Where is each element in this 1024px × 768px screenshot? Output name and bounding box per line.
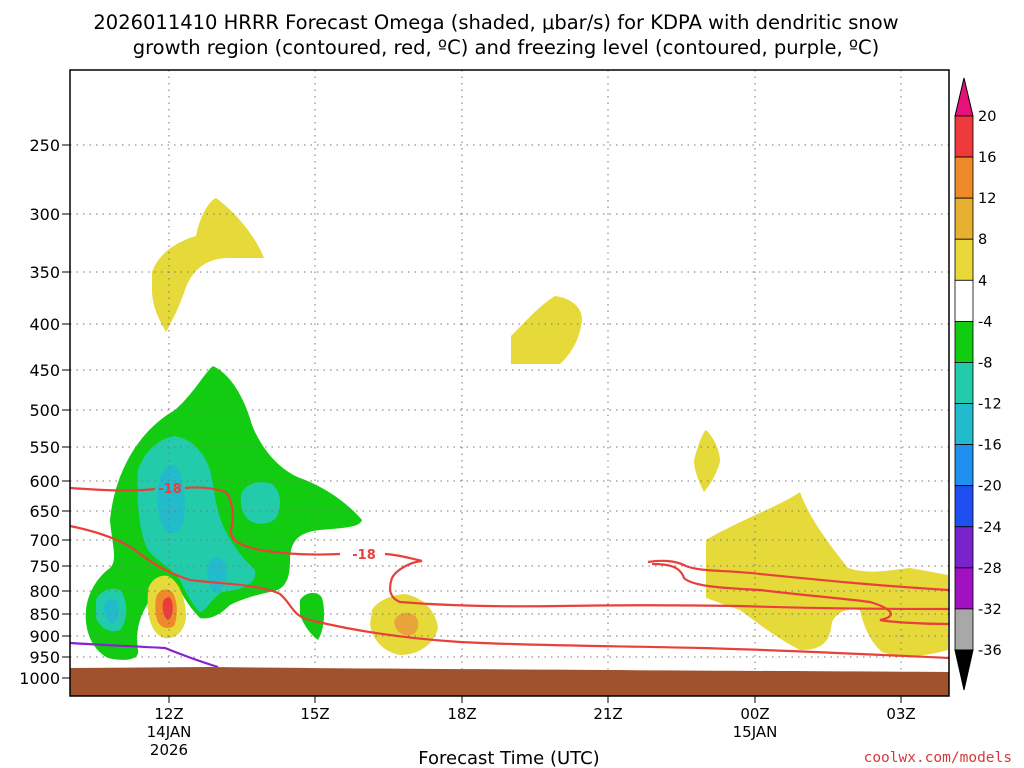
y-label-250: 250 [29,136,60,155]
chart-title-line2: growth region (contoured, red, ºC) and f… [133,36,880,59]
x-label-15z: 15Z [300,705,329,723]
colorbar-box-6 [954,362,974,404]
y-label-400: 400 [29,315,60,334]
colorbar-label-1: 16 [978,150,996,166]
colorbar-box-3 [954,238,974,281]
y-label-550: 550 [29,438,60,457]
y-label-500: 500 [29,401,60,420]
colorbar-label-3: 8 [978,232,987,248]
y-label-1000: 1000 [19,669,60,688]
omega-shading [85,198,948,660]
y-label-850: 850 [29,605,60,624]
colorbar-labels: 20 16 12 8 4 -4 -8 -12 -16 -20 -24 -28 -32 -36 [978,109,1002,659]
y-label-350: 350 [29,263,60,282]
y-label-450: 450 [29,361,60,380]
colorbar-label-5: -4 [978,314,992,330]
colorbar-bottom-arrow [954,649,974,691]
plot-frame [69,69,950,697]
colorbar-box-0 [954,115,974,158]
colorbar: 20 16 12 8 4 -4 -8 -12 -16 -20 -24 -28 -32 -36 [954,77,1002,691]
colorbar-boxes [954,115,974,651]
colorbar-label-8: -16 [978,438,1002,454]
colorbar-label-12: -32 [978,602,1002,618]
y-axis: 250 300 350 400 450 500 550 600 650 700 … [19,136,70,688]
colorbar-box-10 [954,526,974,569]
x-axis-title: Forecast Time (UTC) [418,748,599,768]
omega-yellow-region-small [694,430,720,492]
y-label-750: 750 [29,557,60,576]
omega-teal-region-right [240,482,281,524]
x-label-21z: 21Z [593,705,622,723]
dendritic-contours [69,486,950,660]
omega-green-region-small [300,592,325,640]
contour-label-1: -18 [158,482,182,497]
y-label-900: 900 [29,627,60,646]
colorbar-label-13: -36 [978,643,1002,659]
credit-text: coolwx.com/models [864,750,1012,766]
contour-right [647,559,950,626]
y-label-650: 650 [29,502,60,521]
x-sublabel-2026: 2026 [150,741,188,759]
y-label-700: 700 [29,531,60,550]
colorbar-box-11 [954,567,974,610]
colorbar-label-9: -20 [978,479,1002,495]
x-label-03z: 03Z [886,705,915,723]
colorbar-label-11: -28 [978,561,1002,577]
colorbar-box-9 [954,485,974,528]
contour-lower [69,524,950,660]
plot-area: -18 -18 [69,69,950,697]
colorbar-label-7: -12 [978,397,1002,413]
colorbar-box-12 [954,608,974,651]
omega-cyan-core-upper [157,464,185,533]
y-label-950: 950 [29,648,60,667]
omega-yellow-region-mid [511,296,582,364]
omega-yellow-region-right [706,492,948,657]
colorbar-top-arrow [954,77,974,117]
contour-label-2: -18 [352,548,376,563]
y-label-300: 300 [29,205,60,224]
colorbar-box-1 [954,156,974,199]
colorbar-box-5 [954,320,974,363]
x-label-00z: 00Z [740,705,769,723]
x-label-12z: 12Z [154,705,183,723]
x-sublabel-14jan: 14JAN [147,723,192,741]
x-label-18z: 18Z [447,705,476,723]
y-label-800: 800 [29,582,60,601]
omega-yellow-region-upper [152,198,264,332]
x-sublabel-15jan: 15JAN [733,723,778,741]
chart-title-line1: 2026011410 HRRR Forecast Omega (shaded, … [93,11,898,34]
contour-upper [69,486,950,611]
colorbar-box-4 [954,279,974,322]
omega-red-core-12z [162,597,173,620]
omega-orange-core-low [394,612,419,636]
colorbar-box-2 [954,197,974,240]
colorbar-label-10: -24 [978,520,1002,536]
omega-cyan-core-low [103,598,119,624]
colorbar-label-0: 20 [978,109,996,125]
grid [70,70,949,696]
ground-surface [70,667,949,696]
colorbar-label-4: 4 [978,273,987,289]
x-axis: 12Z 14JAN 2026 15Z 18Z 21Z 00Z 15JAN 03Z… [147,696,916,768]
colorbar-box-8 [954,444,974,487]
colorbar-label-2: 12 [978,191,996,207]
freezing-level-contour [69,641,219,669]
y-label-600: 600 [29,472,60,491]
colorbar-label-6: -8 [978,355,992,371]
colorbar-box-7 [954,403,974,446]
